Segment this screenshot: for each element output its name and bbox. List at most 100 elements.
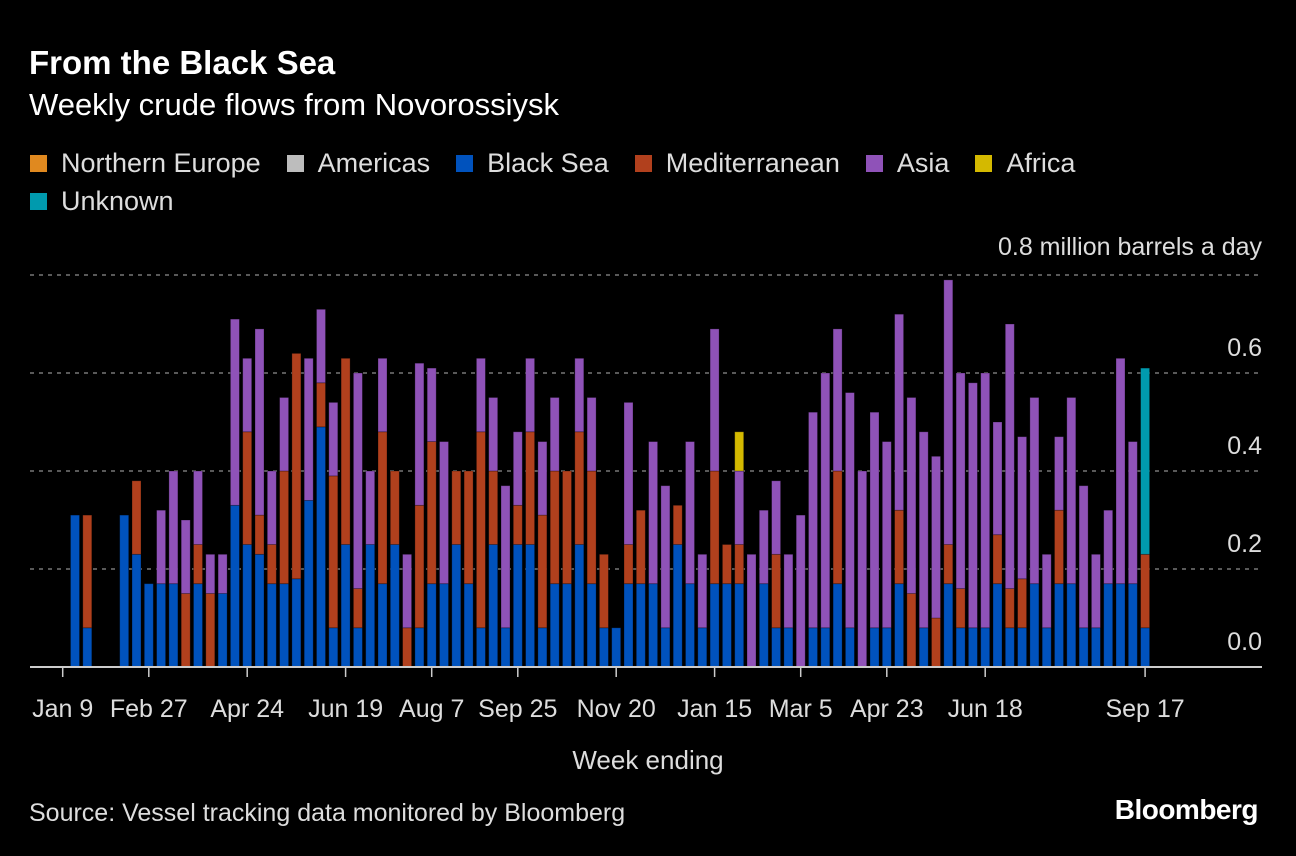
bar-segment-mediterranean [512, 504, 523, 545]
bar-segment-asia [537, 441, 548, 516]
bar-segment-asia [685, 441, 695, 585]
bar-segment-asia [795, 514, 806, 668]
x-tick-label: Aug 7 [399, 695, 464, 723]
bar-segment-asia [623, 401, 634, 545]
legend-label: Asia [896, 147, 950, 178]
bar-segment-mediterranean [488, 470, 499, 545]
legend-item-northern-europe: Northern Europe [30, 148, 261, 178]
bar-segment-asia [254, 328, 265, 516]
bar-segment-mediterranean [254, 514, 265, 555]
bar-segment-black-sea [562, 583, 572, 668]
legend-label: Americas [317, 147, 431, 178]
bar-segment-black-sea [574, 544, 585, 668]
bar-segment-asia [574, 357, 585, 433]
bar-segment-black-sea [648, 583, 658, 668]
bar-segment-mediterranean [475, 431, 486, 629]
bar-segment-mediterranean [1004, 588, 1015, 629]
bar-segment-asia [746, 553, 757, 668]
source-note: Source: Vessel tracking data monitored b… [29, 799, 626, 827]
bar-segment-mediterranean [1017, 578, 1027, 629]
y-tick-label: 0.0 [1227, 628, 1262, 656]
legend-item-asia: Asia [865, 147, 950, 178]
bar-segment-black-sea [586, 583, 597, 668]
x-tick-label: Jan 9 [32, 695, 93, 723]
legend-item-africa: Africa [975, 148, 1075, 178]
bar-segment-black-sea [1127, 583, 1138, 668]
x-tick-label: Feb 27 [110, 695, 188, 723]
bar-segment-black-sea [279, 583, 290, 668]
bar-segment-asia [303, 357, 314, 501]
chart-subtitle: Weekly crude flows from Novorossiysk [29, 87, 560, 122]
bar-segment-black-sea [451, 544, 462, 668]
bar-segment-asia [475, 357, 486, 433]
bar-segment-asia [1078, 485, 1089, 629]
bar-segment-black-sea [242, 544, 253, 668]
bar-segment-black-sea [599, 627, 609, 668]
bar-segment-asia [180, 519, 191, 594]
bar-segment-black-sea [918, 627, 929, 668]
bar-segment-black-sea [340, 544, 351, 668]
bar-segment-asia [217, 553, 228, 594]
bar-segment-black-sea [352, 627, 363, 668]
bar-segment-asia [734, 470, 745, 545]
bar-segment-asia [156, 509, 167, 585]
bar-segment-asia [352, 372, 363, 590]
x-tick-label: Jun 18 [948, 695, 1023, 723]
bar-segment-mediterranean [451, 470, 462, 545]
bar-segment-black-sea [660, 627, 671, 668]
bar-segment-asia [1091, 553, 1101, 629]
y-tick-label: 0.2 [1227, 530, 1262, 558]
bar-segment-asia [549, 397, 560, 472]
bar-segment-black-sea [426, 583, 437, 668]
bar-segment-mediterranean [180, 593, 191, 668]
bar-segment-mediterranean [992, 534, 1003, 585]
bar-segment-black-sea [968, 627, 978, 668]
bar-segment-black-sea [685, 583, 695, 668]
bar-segment-black-sea [328, 627, 339, 668]
bar-segment-black-sea [119, 514, 130, 668]
bar-segment-asia [365, 470, 376, 545]
bar-segment-asia [402, 553, 413, 629]
bar-segment-black-sea [143, 583, 154, 668]
bar-segment-mediterranean [709, 470, 720, 585]
bar-segment-black-sea [1140, 627, 1150, 668]
legend-swatch [634, 154, 652, 172]
bar-segment-mediterranean [672, 504, 683, 545]
bar-segment-black-sea [525, 544, 535, 668]
bar-segment-black-sea [845, 627, 855, 668]
bar-segment-black-sea [193, 583, 203, 668]
x-axis-title: Week ending [572, 745, 723, 775]
bar-segment-mediterranean [426, 441, 437, 585]
bar-segment-black-sea [672, 544, 683, 668]
bar-segment-asia [266, 470, 277, 545]
bar-segment-asia [1017, 436, 1027, 580]
legend: Northern Europe Americas Black Sea Medit… [30, 148, 1230, 216]
bar-segment-mediterranean [377, 431, 388, 585]
bar-segment-mediterranean [635, 509, 646, 585]
bar-segment-mediterranean [414, 504, 425, 629]
bar-segment-black-sea [463, 583, 474, 668]
bar-segment-asia [377, 357, 388, 433]
bar-segment-asia [279, 397, 290, 472]
bar-segment-asia [771, 480, 781, 555]
bar-segment-black-sea [70, 514, 80, 668]
bar-segment-mediterranean [955, 588, 966, 629]
x-tick-label: Sep 17 [1105, 695, 1184, 723]
bar-segment-black-sea [1066, 583, 1077, 668]
bar-segment-black-sea [414, 627, 425, 668]
bar-segment-asia [906, 397, 917, 594]
bar-segment-black-sea [635, 583, 646, 668]
gridlines [30, 274, 1262, 570]
bar-segment-black-sea [303, 499, 314, 668]
bar-segment-black-sea [611, 627, 622, 668]
bar-segment-asia [992, 421, 1003, 536]
bar-segment-black-sea [316, 426, 326, 668]
legend-label: Mediterranean [665, 147, 840, 178]
bar-segment-mediterranean [131, 480, 142, 555]
bar-segment-mediterranean [537, 514, 548, 629]
bar-segment-black-sea [488, 544, 499, 668]
bar-segment-black-sea [992, 583, 1003, 668]
bar-segment-asia [820, 372, 831, 629]
bar-segment-asia [869, 411, 880, 629]
